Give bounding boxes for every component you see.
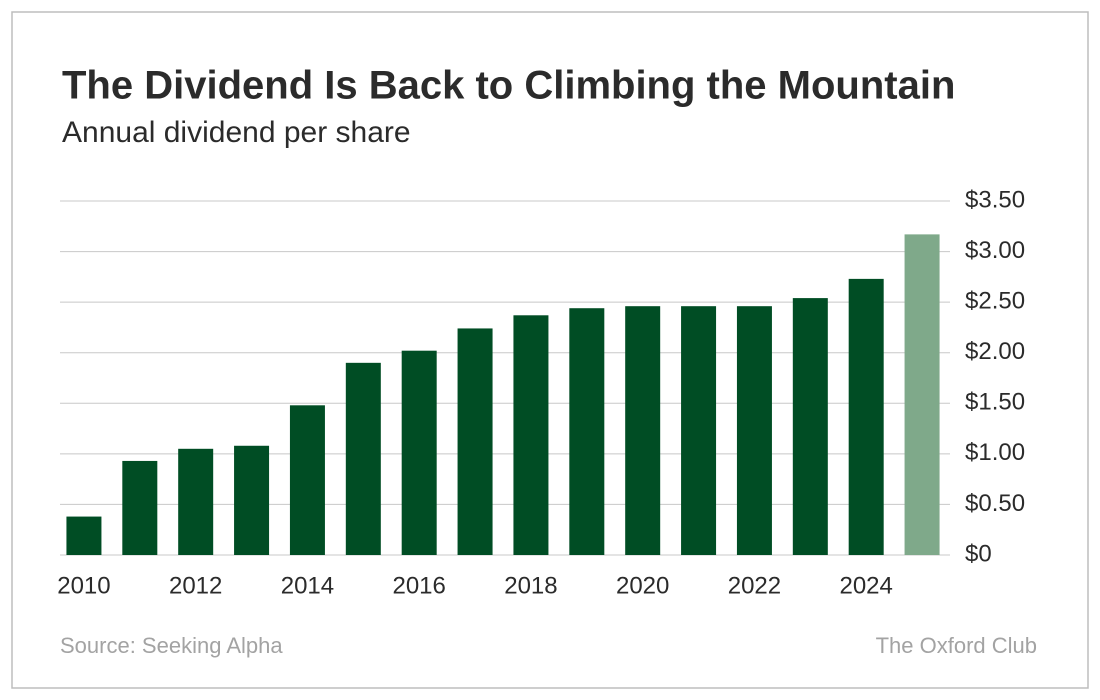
bar [122, 460, 158, 555]
bar [345, 362, 381, 555]
bar [401, 350, 437, 555]
bar [178, 448, 214, 555]
bar [792, 298, 828, 555]
bar [234, 445, 270, 555]
chart-title: The Dividend Is Back to Climbing the Mou… [62, 64, 955, 108]
y-tick-label: $2.50 [965, 287, 1025, 314]
bar [569, 308, 605, 555]
bar [625, 306, 661, 555]
x-tick-label: 2012 [169, 572, 222, 599]
chart-subtitle: Annual dividend per share [62, 116, 411, 149]
credit: The Oxford Club [876, 633, 1037, 658]
x-tick-label: 2020 [616, 572, 669, 599]
bar [848, 278, 884, 555]
y-tick-label: $3.00 [965, 237, 1025, 264]
bar [289, 405, 325, 555]
x-tick-label: 2018 [504, 572, 557, 599]
bar [457, 328, 493, 555]
y-tick-label: $0 [965, 540, 992, 567]
bar [513, 315, 549, 555]
y-tick-label: $0.50 [965, 490, 1025, 517]
y-tick-label: $3.50 [965, 186, 1025, 213]
x-tick-label: 2010 [57, 572, 110, 599]
bar [736, 306, 772, 555]
bar [66, 516, 102, 555]
bar [681, 306, 717, 555]
y-tick-label: $2.00 [965, 338, 1025, 365]
source-note: Source: Seeking Alpha [60, 633, 283, 658]
bar [904, 234, 940, 555]
y-tick-label: $1.00 [965, 439, 1025, 466]
x-tick-label: 2022 [728, 572, 781, 599]
x-tick-label: 2014 [281, 572, 334, 599]
y-tick-label: $1.50 [965, 389, 1025, 416]
x-tick-label: 2024 [839, 572, 892, 599]
x-tick-label: 2016 [392, 572, 445, 599]
